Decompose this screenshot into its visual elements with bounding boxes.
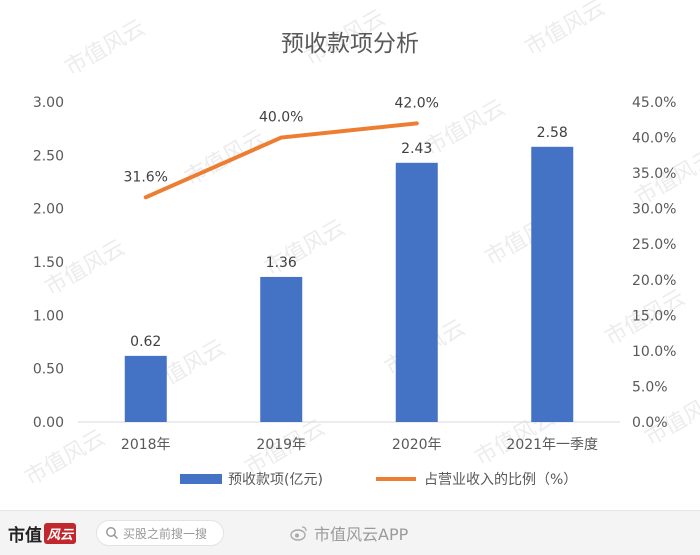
- logo-text: 市值: [8, 521, 42, 546]
- y-right-tick-label: 45.0%: [632, 95, 676, 111]
- y-right-tick-label: 0.0%: [632, 415, 668, 431]
- weibo-icon: [290, 525, 308, 541]
- x-category-label: 2021年一季度: [506, 437, 598, 453]
- bar-value-label: 0.62: [130, 334, 161, 350]
- y-right-tick-label: 35.0%: [632, 166, 676, 182]
- x-category-label: 2019年: [256, 437, 306, 453]
- bar-value-label: 1.36: [266, 255, 297, 271]
- bar-value-label: 2.58: [537, 125, 568, 141]
- legend-label-bar: 预收款项(亿元): [228, 472, 323, 488]
- search-box[interactable]: 买股之前搜一搜: [96, 520, 224, 546]
- y-right-tick-label: 20.0%: [632, 273, 676, 289]
- y-right-tick-label: 5.0%: [632, 379, 668, 395]
- y-left-tick-label: 3.00: [33, 95, 64, 111]
- search-placeholder: 买股之前搜一搜: [123, 525, 207, 542]
- legend-swatch-bar: [180, 474, 222, 484]
- bar: [531, 147, 573, 422]
- y-left-tick-label: 1.50: [33, 255, 64, 271]
- y-left-tick-label: 0.00: [33, 415, 64, 431]
- line-value-label: 42.0%: [395, 95, 439, 111]
- chart-area: 市值风云市值风云市值风云市值风云市值风云市值风云市值风云市值风云市值风云市值风云…: [0, 0, 700, 510]
- brand-watermark: 市值风云APP: [290, 521, 408, 545]
- y-right-tick-label: 25.0%: [632, 237, 676, 253]
- y-left-tick-label: 2.50: [33, 148, 64, 164]
- y-left-tick-label: 0.50: [33, 362, 64, 378]
- bar: [396, 163, 438, 422]
- search-icon: [105, 526, 119, 540]
- app-logo[interactable]: 市值 风云: [8, 521, 76, 545]
- y-right-tick-label: 10.0%: [632, 344, 676, 360]
- x-category-label: 2020年: [392, 437, 442, 453]
- brand-text: 市值风云APP: [314, 521, 408, 545]
- chart-svg: 0.00 0.50 1.00 1.50 2.00 2.50 3.00 0.0% 5.0% 10.0…: [0, 0, 700, 510]
- y-left-tick-label: 2.00: [33, 202, 64, 218]
- bar: [125, 356, 167, 422]
- line-value-label: 40.0%: [259, 110, 303, 126]
- legend-label-line: 占营业收入的比例（%）: [424, 472, 577, 488]
- y-right-tick-label: 40.0%: [632, 131, 676, 147]
- bar-value-label: 2.43: [401, 141, 432, 157]
- y-right-tick-label: 30.0%: [632, 202, 676, 218]
- y-left-tick-label: 1.00: [33, 308, 64, 324]
- line-value-label: 31.6%: [124, 169, 168, 185]
- bar: [260, 277, 302, 422]
- x-category-label: 2018年: [121, 437, 171, 453]
- logo-seal: 风云: [44, 523, 76, 544]
- y-right-tick-label: 15.0%: [632, 308, 676, 324]
- line-series: [146, 123, 417, 197]
- footer-bar: 市值 风云 买股之前搜一搜 市值风云APP: [0, 510, 700, 555]
